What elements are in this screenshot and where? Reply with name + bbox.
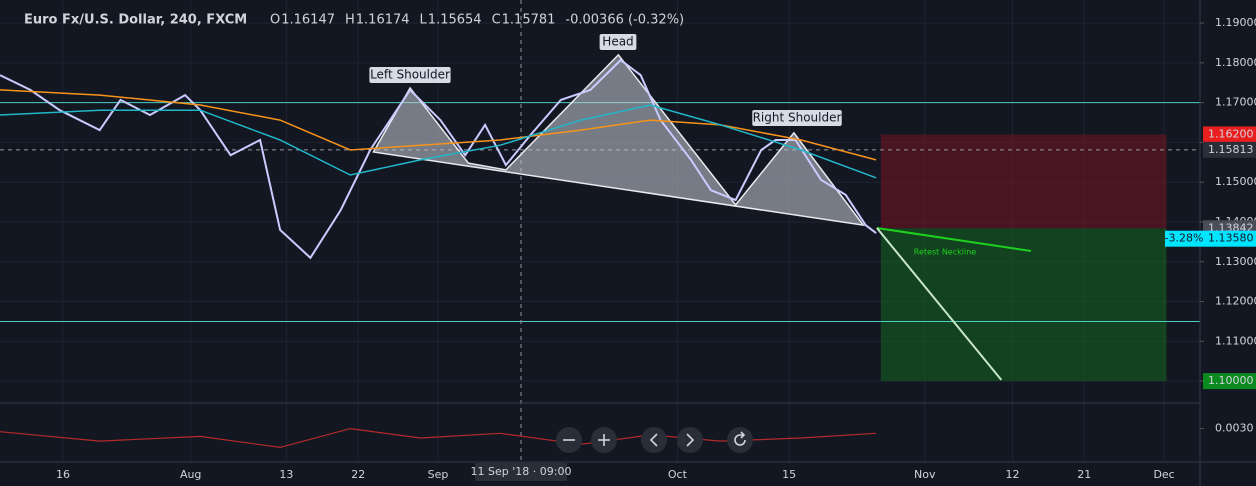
projection-line — [876, 227, 1003, 381]
crosshair-label: 11 Sep '18 · 09:00 — [471, 465, 572, 478]
moving-average — [0, 104, 877, 179]
change-label: -3.28% — [1165, 232, 1204, 245]
x-tick-label: Aug — [180, 468, 201, 481]
zoom-out-button[interactable] — [556, 427, 582, 453]
x-tick-label: 16 — [56, 468, 70, 481]
x-tick-label: 15 — [782, 468, 796, 481]
ohlc-value: 1.16174 — [356, 13, 410, 28]
annotation-box — [369, 67, 451, 83]
indicator-tick-label: 0.0030 — [1215, 422, 1254, 435]
ohlc-letter: C — [492, 13, 501, 28]
change-label-box — [1165, 230, 1203, 247]
ohlc-letter: H — [345, 13, 355, 28]
y-tick-label: 1.15000 — [1215, 175, 1256, 188]
head-and-shoulders — [372, 53, 865, 227]
price-label: 1.13580 — [1208, 232, 1254, 245]
reset-button[interactable] — [727, 427, 753, 453]
y-tick-label: 1.19000 — [1215, 16, 1256, 29]
y-tick-label: 1.11000 — [1215, 334, 1256, 347]
annotation-box — [752, 110, 842, 126]
x-tick-label: 21 — [1077, 468, 1091, 481]
y-tick-label: 1.18000 — [1215, 56, 1256, 69]
annotation: Head — [602, 35, 633, 49]
annotation-box — [599, 34, 637, 50]
y-tick-label: 1.12000 — [1215, 295, 1256, 308]
change: -0.00366 (-0.32%) — [565, 13, 684, 28]
toolbar — [556, 427, 753, 453]
retest-line — [876, 227, 1032, 252]
x-tick-label: 22 — [351, 468, 365, 481]
header: Euro Fx/U.S. Dollar, 240, FXCM O 1.16147… — [24, 13, 684, 28]
x-tick-label: 13 — [279, 468, 293, 481]
price-label-box — [1203, 373, 1256, 390]
price-label: 1.16200 — [1208, 127, 1254, 140]
stop-zone — [880, 134, 1167, 229]
price-label-box — [1203, 126, 1256, 143]
annotation: Left Shoulder — [370, 68, 450, 82]
crosshair-label-box — [475, 463, 568, 481]
y-tick-label: 1.13000 — [1215, 255, 1256, 268]
ohlc-letter: O — [270, 13, 280, 28]
x-tick-label: Nov — [914, 468, 936, 481]
price-label: 1.15813 — [1208, 143, 1254, 156]
annotation: Retest Neckline — [914, 248, 976, 257]
annotation: Right Shoulder — [753, 111, 842, 125]
scroll-right-button[interactable] — [677, 427, 703, 453]
zoom-in-button[interactable] — [591, 427, 617, 453]
price-label-box — [1203, 230, 1256, 247]
ohlc-letter: L — [420, 13, 428, 28]
x-tick-label: Oct — [668, 468, 688, 481]
chart-title: Euro Fx/U.S. Dollar, 240, FXCM — [24, 13, 247, 28]
x-tick-label: Sep — [428, 468, 449, 481]
moving-average — [0, 89, 877, 161]
price-label: 1.10000 — [1208, 374, 1254, 387]
y-tick-label: 1.17000 — [1215, 96, 1256, 109]
ohlc-value: 1.15654 — [428, 13, 482, 28]
price-label-box — [1203, 141, 1256, 158]
axis: 1.190001.180001.170001.160001.150001.140… — [56, 16, 1256, 481]
ohlc-value: 1.16147 — [281, 13, 335, 28]
x-tick-label: 12 — [1006, 468, 1020, 481]
plot: Left Shoulder Head Right Shoulder Retest Ne… — [0, 0, 1200, 462]
target-zone — [880, 228, 1167, 382]
scroll-left-button[interactable] — [641, 427, 667, 453]
ohlc-value: 1.15781 — [502, 13, 556, 28]
x-tick-label: Dec — [1153, 468, 1174, 481]
